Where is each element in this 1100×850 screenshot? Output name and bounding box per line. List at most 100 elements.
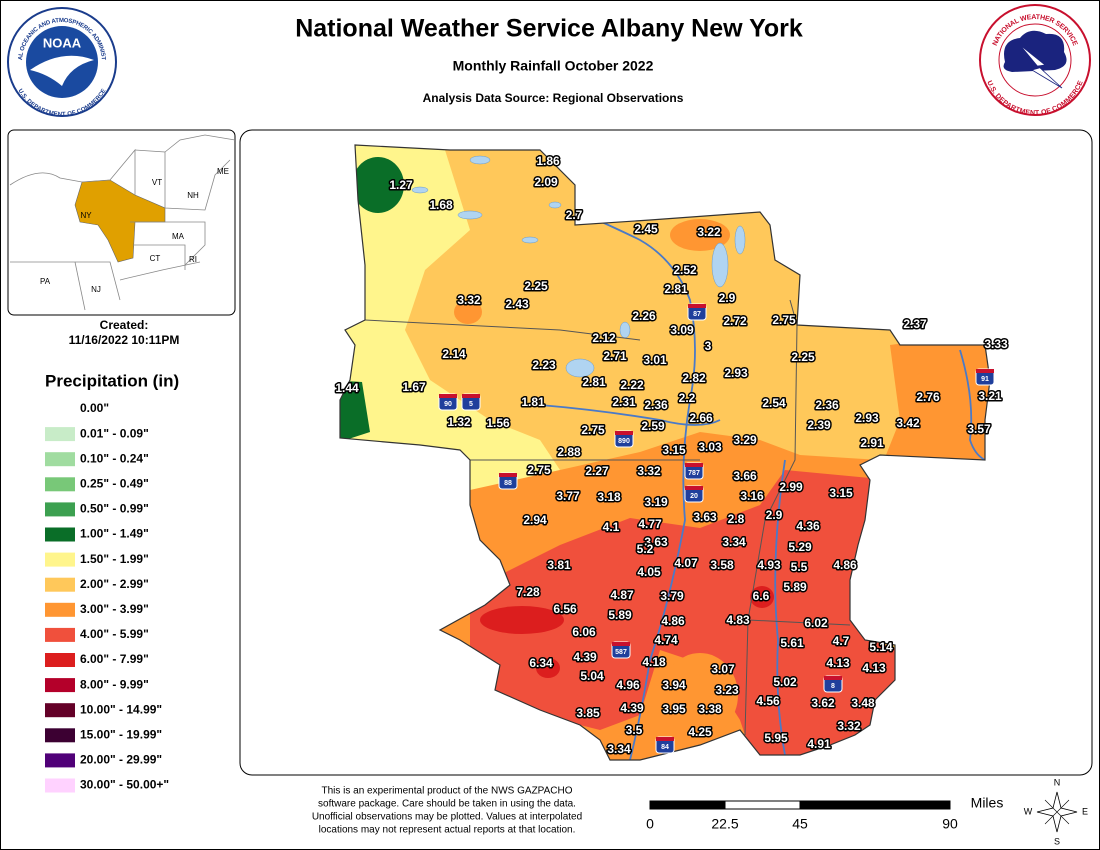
highway-shield-top — [685, 486, 703, 490]
observation-value: 2.54 — [762, 396, 786, 410]
observation-value: 6.56 — [553, 602, 577, 616]
lake — [711, 242, 729, 288]
observation-value: 4.83 — [726, 613, 750, 627]
observation-value: 3.63 — [644, 535, 668, 549]
observation-value: 2.7 — [566, 208, 583, 222]
highway-shield-top — [499, 473, 517, 477]
observation-value: 4.87 — [610, 588, 634, 602]
observation-value: 6.02 — [804, 616, 828, 630]
observation-value: 5.61 — [780, 636, 804, 650]
scale-segment — [649, 800, 726, 810]
observation-value: 2.93 — [724, 366, 748, 380]
observation-value: 2.66 — [689, 411, 713, 425]
observation-value: 2.75 — [772, 313, 796, 327]
highway-label: 587 — [615, 649, 627, 656]
observation-value: 2.25 — [524, 279, 548, 293]
observation-value: 7.28 — [516, 585, 540, 599]
observation-value: 3.15 — [829, 486, 853, 500]
observation-value: 3.79 — [660, 589, 684, 603]
observation-value: 3.15 — [662, 443, 686, 457]
observation-value: 3.94 — [662, 678, 686, 692]
boundary — [789, 299, 798, 326]
observation-value: 2.99 — [779, 480, 803, 494]
river — [539, 404, 721, 426]
observation-value: 3.29 — [733, 433, 757, 447]
observation-value: 3.32 — [837, 719, 861, 733]
title: National Weather Service Albany New York — [295, 15, 803, 43]
inset-boundary — [133, 244, 186, 270]
observation-value: 2.36 — [815, 398, 839, 412]
legend-swatch — [45, 577, 75, 592]
legend-label: 1.00" - 1.49" — [80, 527, 149, 541]
highway-label: 91 — [981, 376, 989, 383]
observation-value: 4.18 — [642, 655, 666, 669]
compass-star-diag — [1044, 799, 1070, 825]
legend-label: 1.50" - 1.99" — [80, 552, 149, 566]
observation-value: 5.5 — [791, 560, 808, 574]
inset-boundary — [119, 261, 201, 281]
highway-shield-top — [439, 394, 457, 398]
legend-label: 0.10" - 0.24" — [80, 451, 149, 465]
observation-value: 2.59 — [641, 419, 665, 433]
compass-letter: N — [1054, 777, 1061, 787]
legend-swatch — [45, 477, 75, 492]
observation-value: 4.25 — [688, 725, 712, 739]
highway-shield-top — [656, 737, 674, 741]
zone-3-4 — [662, 653, 738, 737]
observation-value: 4.13 — [862, 661, 886, 675]
observation-value: 4.05 — [637, 565, 661, 579]
inset-label: PA — [40, 277, 51, 286]
boundary — [744, 324, 798, 736]
observation-value: 6.34 — [529, 656, 553, 670]
observation-value: 2.75 — [581, 423, 605, 437]
observation-value: 3.07 — [711, 662, 735, 676]
observation-value: 3.57 — [967, 422, 991, 436]
observation-value: 4.07 — [674, 556, 698, 570]
observation-value: 2.75 — [527, 463, 551, 477]
observation-value: 2.88 — [557, 445, 581, 459]
river — [774, 459, 786, 756]
observation-value: 4.77 — [638, 517, 662, 531]
boundary — [364, 319, 641, 341]
observation-value: 2.81 — [582, 375, 606, 389]
legend-label: 0.50" - 0.99" — [80, 502, 149, 516]
observation-value: 3.42 — [896, 416, 920, 430]
inset-label: CT — [150, 254, 161, 263]
inset-label: ME — [217, 167, 229, 176]
inset-label: NY — [80, 211, 92, 220]
scale-segment — [724, 800, 801, 810]
observation-value: 2.39 — [807, 418, 831, 432]
observation-value: 3.22 — [697, 225, 721, 239]
scale-tick-label: 0 — [646, 816, 654, 832]
inset-label: RI — [189, 255, 197, 264]
inset-boundary — [134, 149, 231, 211]
observation-value: 4.1 — [603, 520, 620, 534]
observation-value: 4.13 — [826, 656, 850, 670]
highway-shield-top — [612, 642, 630, 646]
observation-value: 2.8 — [728, 512, 745, 526]
highway-label: 88 — [504, 480, 512, 487]
legend-label: 0.01" - 0.09" — [80, 426, 149, 440]
observation-value: 3.03 — [698, 440, 722, 454]
legend-label: 10.00" - 14.99" — [80, 702, 162, 716]
observation-value: 4.7 — [833, 634, 850, 648]
highway-label: 84 — [661, 744, 669, 751]
observation-value: 3.77 — [556, 489, 580, 503]
highway-label: 87 — [693, 311, 701, 318]
observation-value: 3.66 — [733, 469, 757, 483]
legend-swatch — [45, 602, 75, 617]
observation-value: 2.2 — [679, 391, 696, 405]
observation-value: 5.89 — [608, 608, 632, 622]
observation-value: 6.06 — [572, 625, 596, 639]
observation-value: 3.81 — [547, 558, 571, 572]
legend-swatch — [45, 452, 75, 467]
legend-label: 20.00" - 29.99" — [80, 753, 162, 767]
observation-value: 2.14 — [442, 347, 466, 361]
legend-swatch — [45, 653, 75, 667]
observation-value: 3.23 — [715, 683, 739, 697]
observation-value: 2.31 — [612, 395, 636, 409]
observation-value: 5.2 — [637, 542, 654, 556]
inset-label: NH — [187, 191, 199, 200]
zone-1-1.5 — [352, 157, 404, 213]
legend-label: 2.00" - 2.99" — [80, 577, 149, 591]
